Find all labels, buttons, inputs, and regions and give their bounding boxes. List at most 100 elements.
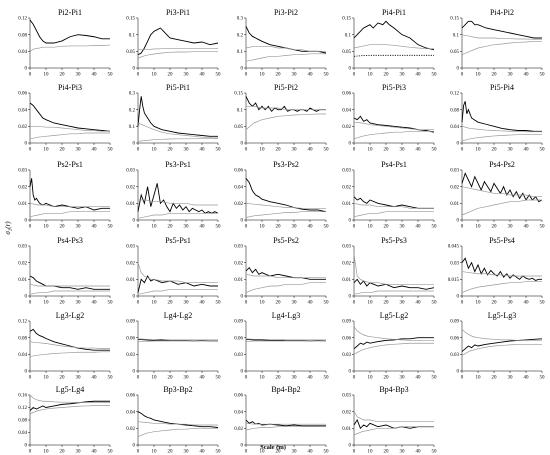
panel-ps4-ps3-series-black-line-0 [29,275,110,290]
panel-lg5-lg3-xtick-label: 30 [508,376,514,381]
panel-pi5-pi2-series-gray-line-2 [245,113,326,130]
panel-pi4-pi1-ytick-label: 0.1 [345,33,352,38]
panel-ps5-ps1-xtick-label: 0 [137,301,140,306]
panel-lg5-lg3-ytick-label: 0 [457,370,460,375]
panel-ps3-ps2: Ps3-Ps2 0 0.02 0.04 0.06 0 10 20 30 40 50 [234,160,329,230]
panel-ps5-ps3-series-gray-line-2 [353,290,434,295]
panel-pi2-pi1-ytick-label: 0.04 [18,50,27,55]
panel-lg5-lg2-xtick-label: 50 [432,376,438,381]
panel-pi5-pi1-series-black-line-0 [137,96,218,137]
panel-pi5-pi2: Pi5-Pi2 0 0.05 0.1 0.15 0 10 20 30 40 50 [234,83,329,153]
panel-ps4-ps2-xtick-label: 20 [492,225,498,230]
panel-pi3-pi1-xtick-label: 0 [137,73,140,78]
panel-ps3-ps1-title: Ps3-Ps1 [165,160,191,169]
panel-ps3-ps1: Ps3-Ps1 0 0.01 0.02 0.03 0 10 20 30 40 50 [126,160,221,230]
panel-bp4-bp3-ytick-label: 0.02 [342,410,351,415]
panel-lg5-lg2-series-gray-line-1 [353,326,434,341]
panel-pi4-pi1-xtick-label: 10 [368,73,374,78]
panel-lg5-lg3-xtick-label: 0 [461,376,464,381]
panel-ps4-ps3-xtick-label: 40 [92,301,98,306]
panel-ps4-ps2-ytick-label: 0.02 [450,185,459,190]
panel-lg5-lg2-series-black-line-0 [353,337,434,350]
panel-ps5-ps4-series-gray-line-1 [461,271,542,277]
panel-ps4-ps2-xtick-label: 10 [476,225,482,230]
panel-ps2-ps1-xtick-label: 0 [29,225,32,230]
panel-pi3-pi1-ytick-label: 0 [133,67,136,72]
panel-pi4-pi3-xtick-label: 20 [60,148,66,153]
panel-lg4-lg3-ytick-label: 0.06 [234,336,243,341]
panel-pi4-pi2-xtick-label: 0 [461,73,464,78]
panel-bp4-bp2-ytick-label: 0.06 [234,394,243,399]
panel-ps5-ps1-series-black-line-0 [137,275,218,293]
panel-ps2-ps1-xtick-label: 10 [44,225,50,230]
panel-ps2-ps1-series-gray-line-2 [29,211,110,218]
panel-ps3-ps2-ytick-label: 0.02 [234,202,243,207]
panel-lg4-lg3-ytick-label: 0.03 [234,353,243,358]
panel-lg4-lg2-ytick-label: 0.06 [126,336,135,341]
panel-pi3-pi1: Pi3-Pi1 0 0.05 0.1 0.15 0 10 20 30 40 50 [126,8,221,78]
panel-ps5-ps2-ytick-label: 0.03 [234,245,243,250]
panel-ps4-ps1-ytick-label: 0.01 [342,202,351,207]
panel-ps5-ps4-ytick-label: 0.03 [450,261,459,266]
panel-ps5-ps3-xtick-label: 0 [353,301,356,306]
panel-pi3-pi2-xtick-label: 40 [308,73,314,78]
panel-ps4-ps3-xtick-label: 0 [29,301,32,306]
panel-lg5-lg4-ytick-label: 0 [25,444,28,449]
panel-lg3-lg2-series-gray-line-1 [29,341,110,349]
panel-pi4-pi2-ytick-label: 0.05 [450,50,459,55]
panel-ps4-ps2-xtick-label: 40 [524,225,530,230]
panel-ps3-ps2-ytick-label: 0.06 [234,169,243,174]
panel-pi5-pi1-ytick-label: 0.3 [129,92,136,97]
panel-ps5-ps1-series-gray-line-1 [137,262,218,284]
panel-pi5-pi2-xtick-label: 40 [308,148,314,153]
panel-pi4-pi1-xtick-label: 50 [432,73,438,78]
panel-ps4-ps2-ytick-label: 0.03 [450,169,459,174]
panel-ps5-ps3-xtick-label: 10 [368,301,374,306]
panel-ps3-ps2-series-gray-line-2 [245,211,326,218]
panel-pi5-pi3-xtick-label: 20 [384,148,390,153]
panel-pi3-pi1-ytick-label: 0.15 [126,17,135,22]
panel-ps4-ps3-xtick-label: 50 [108,301,114,306]
panel-lg4-lg3-series-gray-line-1 [245,338,326,341]
panel-lg5-lg4-xtick-label: 30 [76,450,82,455]
panel-lg5-lg3-title: Lg5-Lg3 [488,311,516,320]
panel-pi5-pi3-xtick-label: 10 [368,148,374,153]
panel-pi2-pi1-series-gray-line-1 [29,44,111,52]
panel-ps4-ps2-series-gray-line-2 [461,199,542,216]
panel-lg4-lg2-title: Lg4-Lg2 [164,311,192,320]
panel-pi3-pi2-xtick-label: 0 [245,73,248,78]
panel-lg5-lg2-ytick-label: 0 [349,370,352,375]
panel-ps5-ps1-ytick-label: 0.03 [126,245,135,250]
panel-pi2-pi1-xtick-label: 50 [108,73,114,78]
panel-ps5-ps4-xtick-label: 40 [524,301,530,306]
panel-pi4-pi3-title: Pi4-Pi3 [58,83,82,92]
panel-pi5-pi4-xtick-label: 20 [492,148,498,153]
panel-ps5-ps1: Ps5-Ps1 0 0.01 0.02 0.03 0 10 20 30 40 50 [126,236,221,306]
panel-lg5-lg3-ytick-label: 0.03 [450,353,459,358]
y-axis-label: σ₂(r) [4,221,12,235]
panel-bp4-bp2-xtick-label: 20 [276,450,282,455]
panel-pi4-pi1-xtick-label: 30 [400,73,406,78]
panel-pi5-pi1-xtick-label: 50 [216,148,222,153]
panel-lg4-lg3-xtick-label: 20 [276,376,282,381]
panel-lg5-lg2-xtick-label: 40 [416,376,422,381]
panel-lg3-lg2-xtick-label: 40 [92,376,98,381]
x-axis-label: Scale (m) [260,444,286,451]
panel-bp4-bp3-series-black-line-0 [353,419,434,430]
panel-ps2-ps1-title: Ps2-Ps1 [57,160,83,169]
panel-ps5-ps2-xtick-label: 50 [324,301,330,306]
panel-ps5-ps4: Ps5-Ps4 0 0.015 0.03 0.045 0 10 20 30 40 50 [448,236,545,306]
panel-bp4-bp2-title: Bp4-Bp2 [271,385,300,394]
panel-ps5-ps4-xtick-label: 10 [476,301,482,306]
panel-ps2-ps1-ytick-label: 0.02 [18,185,27,190]
panel-ps3-ps2-xtick-label: 10 [260,225,266,230]
panel-pi2-pi1-series-black-line-0 [29,19,110,44]
panel-bp4-bp2-ytick-label: 0 [241,444,244,449]
panel-lg4-lg2-xtick-label: 50 [216,376,222,381]
panel-lg3-lg2-ytick-label: 0.12 [18,320,27,325]
panel-pi3-pi2-xtick-label: 50 [324,73,330,78]
panel-lg5-lg3-ytick-label: 0.09 [450,320,459,325]
panel-pi3-pi1-xtick-label: 20 [168,73,174,78]
panel-pi4-pi2: Pi4-Pi2 0 0.05 0.1 0.15 0 10 20 30 40 50 [450,8,545,78]
panel-pi5-pi2-xtick-label: 30 [292,148,298,153]
